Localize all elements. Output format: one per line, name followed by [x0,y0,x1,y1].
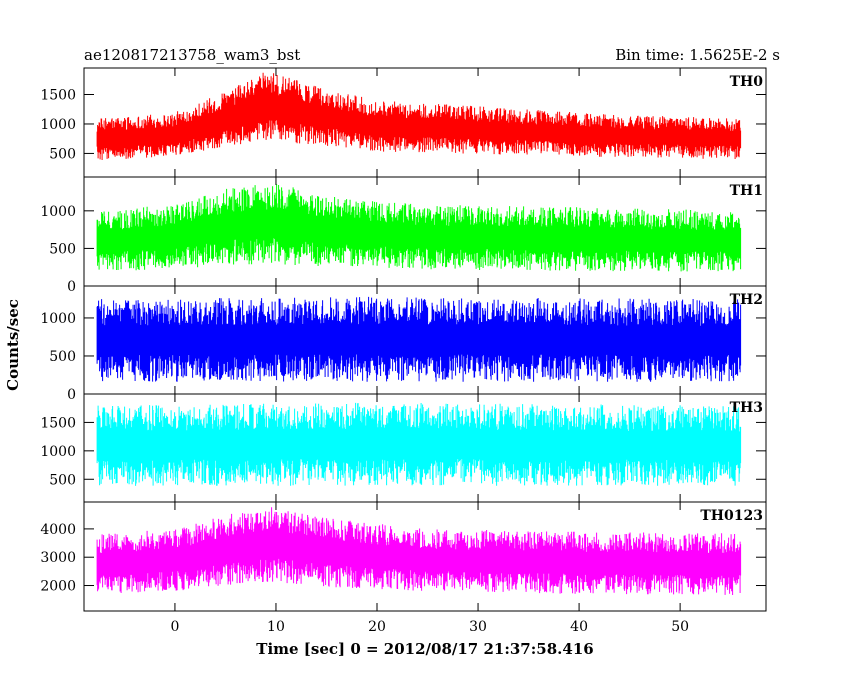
series-trace-th3 [96,402,742,486]
x-tick-label: 0 [170,619,179,635]
x-tick-label: 30 [469,619,487,635]
x-tick-label: 10 [267,619,285,635]
x-tick-label: 50 [671,619,689,635]
series-trace-th0123 [96,507,742,595]
panel-frame [83,501,767,612]
panel-label: TH2 [730,292,763,308]
panel-label: TH1 [730,183,763,199]
y-tick-label: 500 [49,241,76,257]
y-tick-label: 1000 [40,204,76,220]
y-tick-label: 1500 [40,88,76,104]
x-axis-label: Time [sec] 0 = 2012/08/17 21:37:58.416 [256,640,593,658]
y-tick-label: 1500 [40,415,76,431]
x-tick-label: 20 [368,619,386,635]
series-trace-th0 [96,72,742,160]
panel-label: TH0 [730,74,764,90]
series-trace-th1 [96,184,742,272]
y-tick-label: 500 [49,472,76,488]
y-tick-label: 3000 [40,550,76,566]
figure-title: ae120817213758_wam3_bst [84,46,300,64]
panel-label: TH3 [730,400,763,416]
panel-th3: 500 1000 1500 TH3 [40,393,767,503]
x-axis: 0 10 20 30 40 50 [170,619,689,635]
y-axis-label: Counts/sec [4,299,22,391]
panels-group: 500 1000 1500 TH0 0 500 1000 TH1 0 500 1000 TH2 500 1… [40,67,767,612]
y-tick-label: 500 [49,349,76,365]
y-tick-label: 1000 [40,311,76,327]
y-tick-label: 4000 [40,522,76,538]
y-tick-label: 1000 [40,444,76,460]
panel-th1: 0 500 1000 TH1 [40,176,767,295]
y-tick-label: 0 [67,279,76,295]
panel-label: TH0123 [700,508,763,524]
panel-th2: 0 500 1000 TH2 [40,285,767,403]
series-trace-th2 [96,296,742,382]
bin-time-label: Bin time: 1.5625E-2 s [615,46,780,64]
panel-th0123: 2000 3000 4000 TH0123 [40,501,767,612]
x-tick-label: 40 [570,619,588,635]
y-tick-label: 2000 [40,579,76,595]
y-tick-label: 1000 [40,117,76,133]
panel-th0: 500 1000 1500 TH0 [40,67,767,178]
y-tick-label: 0 [67,387,76,403]
y-tick-label: 500 [49,146,76,162]
